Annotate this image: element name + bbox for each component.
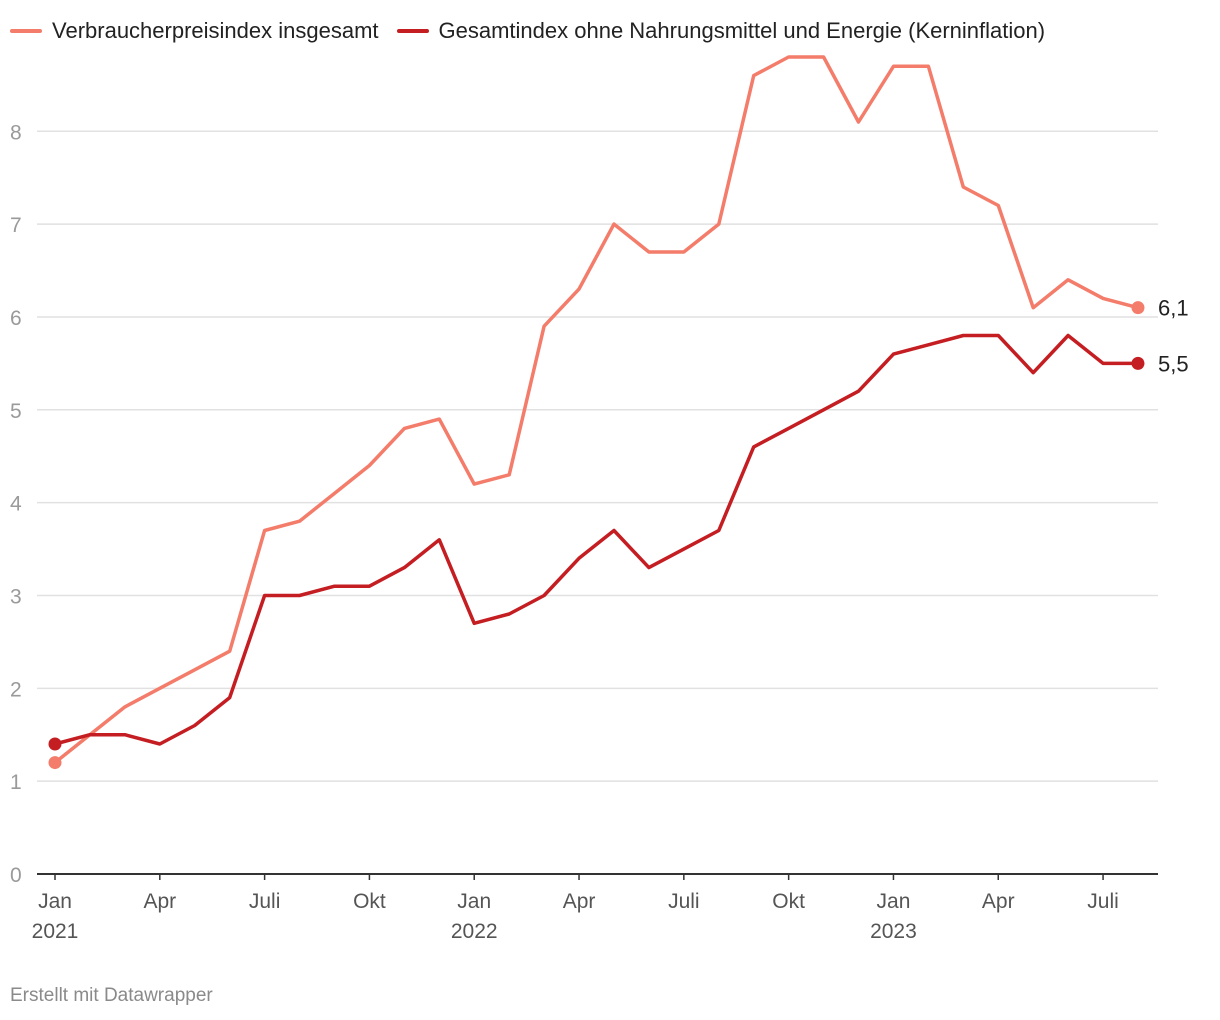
legend-label-headline-cpi: Verbraucherpreisindex insgesamt bbox=[52, 18, 379, 43]
x-tick-label-2021-07: Juli bbox=[249, 890, 281, 913]
y-tick-label-3: 3 bbox=[10, 585, 22, 608]
legend-swatch-headline-cpi bbox=[10, 29, 42, 33]
end-labels: 6,1 5,5 bbox=[1158, 296, 1189, 377]
y-tick-label-4: 4 bbox=[10, 493, 22, 516]
chart-legend: Verbraucherpreisindex insgesamt Gesamtin… bbox=[10, 18, 1063, 44]
x-tick-label-2021-10: Okt bbox=[353, 890, 386, 913]
x-tick-year-2021: 2021 bbox=[32, 920, 79, 943]
gridlines bbox=[37, 130, 1158, 782]
x-tick-label-2022-01: Jan bbox=[457, 890, 491, 913]
x-tick-year-2022: 2022 bbox=[451, 920, 498, 943]
x-tick-label-2021-01: Jan bbox=[38, 890, 72, 913]
series-lines bbox=[48, 55, 1145, 770]
x-tick-label-2022-10: Okt bbox=[772, 890, 805, 913]
x-tick-label-2021-04: Apr bbox=[143, 890, 176, 913]
series-line-headline-cpi bbox=[53, 55, 1140, 765]
y-tick-label-1: 1 bbox=[10, 771, 22, 794]
x-tick-year-2023: 2023 bbox=[870, 920, 917, 943]
x-tick-label-2023-07: Juli bbox=[1087, 890, 1119, 913]
datawrapper-credit: Erstellt mit Datawrapper bbox=[10, 985, 213, 1006]
legend-item-headline-cpi: Verbraucherpreisindex insgesamt bbox=[10, 18, 379, 44]
y-tick-label-5: 5 bbox=[10, 400, 22, 423]
y-tick-label-8: 8 bbox=[10, 121, 22, 144]
x-tick-label-2023-04: Apr bbox=[982, 890, 1015, 913]
start-point-core-inflation bbox=[48, 737, 62, 751]
x-tick-label-2023-01: Jan bbox=[877, 890, 911, 913]
x-axis: Jan 2021 Apr Juli Okt Jan 2022 Apr Juli Okt Jan 202… bbox=[32, 873, 1158, 943]
x-tick-label-2022-07: Juli bbox=[668, 890, 700, 913]
end-label-headline-cpi: 6,1 bbox=[1158, 296, 1189, 321]
end-label-core-inflation: 5,5 bbox=[1158, 351, 1189, 376]
y-tick-label-7: 7 bbox=[10, 214, 22, 237]
y-axis-ticks: 0 1 2 3 4 5 6 7 8 bbox=[10, 121, 22, 887]
y-tick-label-6: 6 bbox=[10, 307, 22, 330]
legend-item-core-inflation: Gesamtindex ohne Nahrungsmittel und Ener… bbox=[396, 18, 1046, 44]
series-line-core-inflation bbox=[53, 333, 1140, 746]
end-point-headline-cpi bbox=[1131, 301, 1145, 315]
legend-label-core-inflation: Gesamtindex ohne Nahrungsmittel und Ener… bbox=[438, 18, 1046, 43]
line-chart: 0 1 2 3 4 5 6 7 8 Jan 2021 Apr Juli Okt Jan 2022 Apr Jul… bbox=[10, 55, 1189, 943]
legend-swatch-core-inflation bbox=[396, 29, 429, 33]
x-tick-label-2022-04: Apr bbox=[563, 890, 596, 913]
y-tick-label-2: 2 bbox=[10, 678, 22, 701]
start-point-headline-cpi bbox=[48, 756, 62, 770]
y-tick-label-0: 0 bbox=[10, 864, 22, 887]
end-point-core-inflation bbox=[1131, 356, 1145, 370]
